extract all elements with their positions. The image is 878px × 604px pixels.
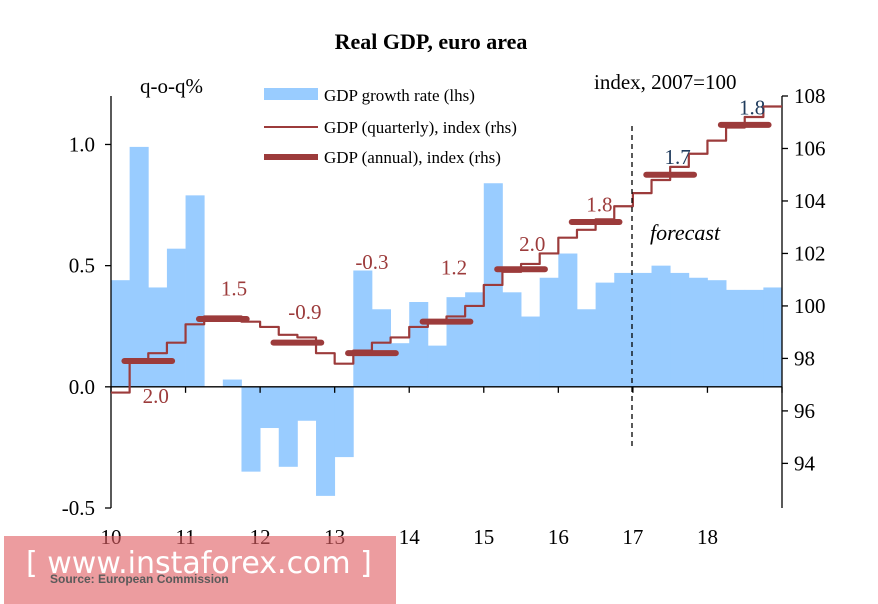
growth-bar: [222, 379, 242, 387]
left-tick-label: 0.0: [69, 375, 95, 399]
growth-bar: [688, 277, 708, 387]
growth-bar: [297, 386, 317, 421]
growth-bar: [465, 292, 485, 387]
source-note: Source: European Commission: [50, 572, 229, 586]
annual-growth-label: 1.2: [441, 255, 467, 279]
right-tick-label: 100: [794, 294, 826, 318]
left-tick-label: -0.5: [62, 496, 95, 520]
legend-label-quarterly: GDP (quarterly), index (rhs): [324, 118, 517, 137]
legend-label-growth: GDP growth rate (lhs): [324, 86, 475, 105]
watermark-banner: [ www.instaforex.com ]: [4, 536, 396, 604]
growth-bar: [390, 343, 410, 387]
growth-bar: [427, 345, 447, 387]
legend: GDP growth rate (lhs) GDP (quarterly), i…: [264, 86, 517, 167]
growth-bar: [241, 386, 261, 472]
annual-growth-label: 2.0: [143, 384, 169, 408]
growth-bar: [409, 302, 429, 387]
growth-bar: [148, 287, 168, 387]
growth-bar: [446, 297, 466, 387]
right-tick-label: 96: [794, 399, 815, 423]
growth-bar: [334, 386, 354, 458]
growth-bar: [502, 292, 522, 387]
growth-bar: [726, 289, 746, 387]
right-tick-label: 98: [794, 346, 815, 370]
growth-bar: [129, 146, 149, 387]
right-tick-label: 108: [794, 84, 826, 108]
growth-bar: [539, 277, 559, 387]
growth-bar: [763, 287, 783, 387]
growth-bar: [166, 248, 186, 387]
growth-bar: [651, 265, 671, 387]
growth-bar: [316, 386, 336, 496]
x-tick-label: 14: [399, 525, 421, 549]
x-tick-label: 18: [697, 525, 718, 549]
index-lines: [111, 105, 782, 394]
growth-bar: [371, 309, 391, 387]
left-tick-label: 0.5: [69, 254, 95, 278]
growth-bar: [707, 280, 727, 387]
right-axis-label: index, 2007=100: [594, 70, 737, 94]
growth-bar: [111, 280, 131, 387]
chart-labels: 2.0 1.5 -0.9 -0.3 1.2 2.0 1.8 1.7 1.8: [143, 95, 766, 408]
legend-label-annual: GDP (annual), index (rhs): [324, 148, 501, 167]
growth-bar: [595, 282, 615, 387]
left-axis-label: q-o-q%: [140, 74, 203, 98]
x-tick-label: 16: [548, 525, 569, 549]
growth-bar: [632, 272, 652, 387]
watermark-text: [ www.instaforex.com ]: [26, 546, 372, 581]
right-tick-label: 102: [794, 241, 826, 265]
growth-bar: [260, 386, 280, 429]
left-tick-label: 1.0: [69, 132, 95, 156]
annual-growth-label: 2.0: [519, 232, 545, 256]
annual-growth-label: 1.5: [221, 276, 247, 300]
annual-growth-label: 1.8: [739, 95, 765, 119]
annual-growth-label: 1.7: [664, 145, 690, 169]
growth-bar: [558, 253, 578, 387]
annual-growth-label: 1.8: [586, 192, 612, 216]
chart-title: Real GDP, euro area: [335, 29, 528, 54]
x-tick-label: 15: [473, 525, 494, 549]
x-tick-label: 17: [622, 525, 643, 549]
growth-bar: [521, 316, 541, 387]
forecast-label: forecast: [650, 220, 721, 245]
growth-bar: [614, 272, 634, 387]
annual-growth-label: -0.3: [355, 250, 388, 274]
annual-growth-label: -0.9: [288, 300, 321, 324]
growth-bar: [278, 386, 298, 467]
right-tick-label: 104: [794, 189, 826, 213]
legend-bar-swatch: [264, 88, 318, 100]
growth-bar: [353, 270, 373, 387]
growth-bar: [185, 195, 205, 387]
right-tick-label: 94: [794, 451, 816, 475]
growth-bar: [670, 272, 690, 387]
right-tick-label: 106: [794, 136, 826, 160]
growth-bar: [576, 309, 597, 387]
growth-bar: [744, 289, 764, 387]
